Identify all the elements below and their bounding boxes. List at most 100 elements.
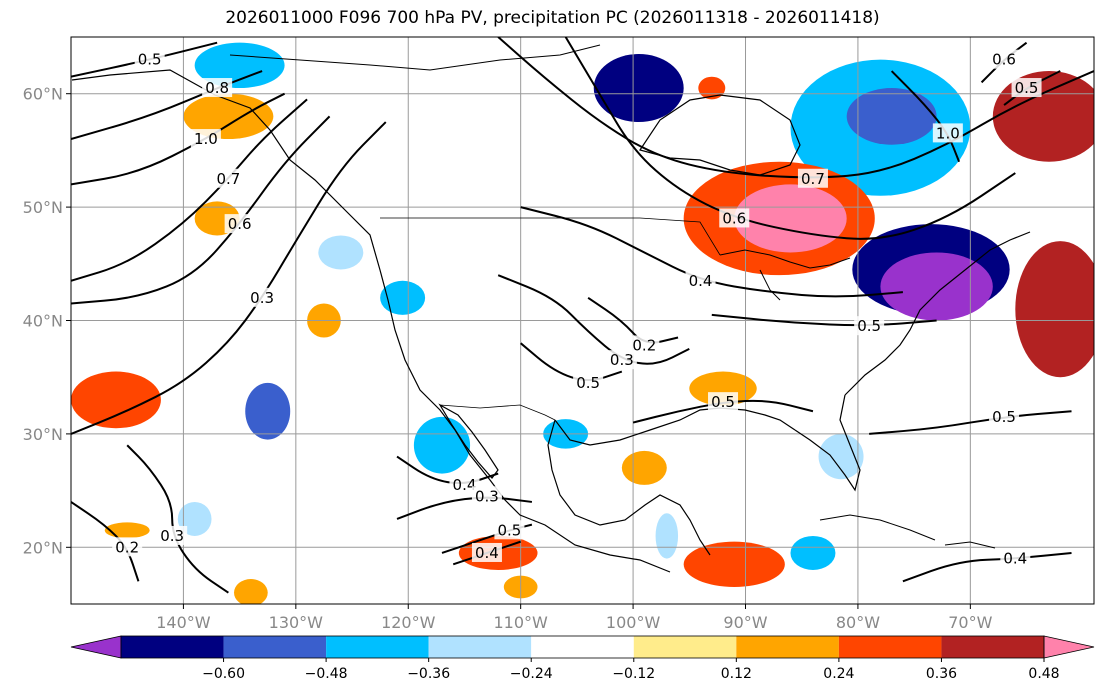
contour-label-20: 0.2 (115, 538, 139, 556)
colorbar-label-6: 0.24 (823, 666, 854, 682)
colorbar-extend-low (70, 635, 122, 659)
contour-label-bg-22 (1011, 78, 1042, 98)
shade-patch-21 (234, 579, 268, 604)
contour-label-bg-5 (134, 49, 165, 69)
contour-label-bg-24 (932, 123, 963, 143)
contour-line-3 (71, 121, 387, 435)
contour-line-19 (126, 444, 229, 594)
lon-tick-label-3: 110°W (493, 613, 548, 632)
shade-patch-19 (194, 42, 285, 89)
colorbar-segment-2 (326, 636, 429, 658)
contour-label-bg-16 (471, 486, 502, 506)
lon-tick-label-5: 90°W (723, 613, 767, 632)
contour-label-3: 0.3 (250, 289, 274, 307)
colorbar-label-1: −0.48 (305, 666, 348, 682)
graticule (71, 37, 1094, 604)
shade-patch-10 (245, 382, 291, 440)
contour-label-bg-4 (202, 78, 233, 98)
contour-label-bg-19 (157, 525, 188, 545)
shade-patch-28 (655, 513, 679, 559)
mexico-gulf (547, 419, 711, 556)
lat-tick-label-0: 60°N (23, 85, 63, 104)
lat-tick-label-3: 30°N (23, 425, 63, 444)
contour-label-13: 0.5 (711, 393, 735, 411)
shade-patch-4 (880, 252, 993, 321)
lat-tick-label-4: 20°N (23, 538, 63, 557)
contour-label-23: 0.6 (992, 51, 1016, 69)
country-border-us-canada (380, 217, 721, 256)
contour-line-7 (564, 37, 1016, 240)
colorbar-label-7: 0.36 (926, 666, 957, 682)
shade-patch-20 (621, 450, 667, 485)
contour-label-bg-21 (1000, 548, 1031, 568)
country-border-us-mexico (439, 404, 556, 421)
shade-patch-26 (818, 433, 864, 480)
contour-label-1: 0.7 (216, 170, 240, 188)
lon-tick-label-2: 120°W (381, 613, 436, 632)
lat-tick-label-1: 50°N (23, 198, 63, 217)
shade-patch-8 (1015, 241, 1094, 378)
contour-label-bg-23 (989, 49, 1020, 69)
contour-label-4: 0.8 (205, 79, 229, 97)
contour-label-bg-18 (471, 542, 502, 562)
lon-tick-label-4: 100°W (606, 613, 661, 632)
contour-label-18: 0.4 (475, 544, 499, 562)
contour-label-8: 0.4 (689, 272, 713, 290)
contour-label-bg-11 (629, 335, 660, 355)
contour-label-bg-20 (112, 537, 143, 557)
chart-title: 2026011000 F096 700 hPa PV, precipitatio… (225, 8, 880, 28)
shade-patch-9 (71, 371, 161, 429)
lon-tick-label-7: 70°W (948, 613, 992, 632)
contour-label-24: 1.0 (936, 124, 960, 142)
contour-label-0: 1.0 (194, 130, 218, 148)
contour-label-bg-13 (708, 392, 739, 412)
contour-line-8 (520, 206, 903, 298)
shade-patch-6 (734, 184, 847, 253)
contour-label-17: 0.5 (497, 521, 521, 539)
contour-line-10 (497, 274, 690, 365)
colorbar-frame (120, 635, 1045, 659)
lon-tick-label-1: 130°W (269, 613, 324, 632)
gulf-coast (554, 407, 796, 446)
lon-tick-label-0: 140°W (156, 613, 211, 632)
colorbar: −0.60 −0.48 −0.36 −0.24 −0.12 0.12 0.24 0.36 0.4… (70, 635, 1095, 682)
contour-label-6: 0.7 (801, 170, 825, 188)
colorbar-segment-3 (428, 636, 532, 658)
shade-patch-17 (790, 535, 836, 570)
cuba (819, 514, 936, 541)
contour-label-7: 0.6 (722, 209, 746, 227)
contour-label-15: 0.4 (453, 476, 477, 494)
colorbar-label-2: −0.36 (407, 666, 450, 682)
contour-line-2 (71, 115, 331, 305)
colorbar-segment-5 (633, 636, 737, 658)
atlantic-coast (844, 231, 1031, 396)
shade-patch-11 (380, 280, 426, 315)
great-lakes (719, 249, 851, 301)
contour-label-bg-8 (685, 270, 716, 290)
shade-patch-18 (183, 93, 274, 140)
contour-line-1 (71, 98, 308, 282)
colorbar-segment-1 (223, 636, 327, 658)
canada-arctic-coast (229, 44, 601, 71)
pv-contours: 1.00.70.60.30.80.50.70.60.40.50.30.20.50… (71, 37, 1094, 594)
contour-line-0 (71, 92, 286, 186)
axis-labels: 140°W 130°W 120°W 110°W 100°W 90°W 80°W 70°W 60°… (23, 85, 993, 632)
colorbar-segment-6 (736, 636, 839, 658)
colorbar-segment-4 (531, 636, 634, 658)
shade-patch-14 (683, 541, 785, 587)
contour-label-2: 0.6 (228, 215, 252, 233)
colorbar-segment-8 (941, 636, 1044, 658)
contour-label-16: 0.3 (475, 487, 499, 505)
contour-line-13 (632, 399, 814, 424)
contour-line-5 (71, 41, 218, 78)
colorbar-segment-7 (838, 636, 942, 658)
contour-label-bg-6 (797, 168, 828, 188)
colorbar-label-3: −0.24 (510, 666, 553, 682)
colorbar-label-0: −0.60 (202, 666, 245, 682)
contour-label-bg-7 (719, 208, 750, 228)
colorbar-segment-0 (121, 636, 224, 658)
shade-patch-29 (104, 522, 150, 539)
lat-tick-label-2: 40°N (23, 312, 63, 331)
contour-label-bg-17 (494, 520, 525, 540)
coastlines (71, 44, 1031, 573)
